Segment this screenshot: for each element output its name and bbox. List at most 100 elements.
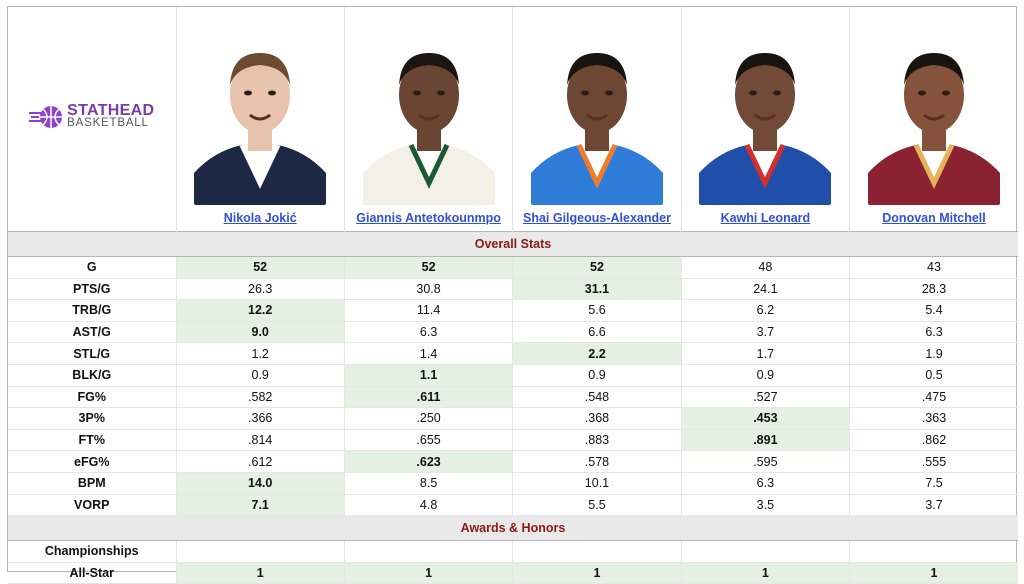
stat-value — [512, 540, 682, 563]
stat-value: .527 — [681, 386, 851, 409]
player-headshot-icon — [362, 33, 495, 205]
logo-line1: STATHEAD — [67, 101, 155, 119]
player-photo[interactable] — [194, 33, 327, 205]
stat-value: .814 — [176, 429, 345, 452]
stat-value: .368 — [512, 407, 682, 430]
player-header-cell: Kawhi Leonard — [681, 7, 851, 232]
stat-value: 11.4 — [344, 299, 514, 322]
stat-value: .555 — [849, 450, 1018, 473]
stat-value: 3.7 — [681, 321, 851, 344]
stat-value: 6.3 — [344, 321, 514, 344]
stat-label: G — [8, 256, 177, 279]
stat-label: eFG% — [8, 450, 177, 473]
stat-value: 8.5 — [344, 472, 514, 495]
player-name-link[interactable]: Donovan Mitchell — [882, 211, 986, 225]
stat-value: .582 — [176, 386, 345, 409]
stat-value — [849, 540, 1018, 563]
stat-value: .578 — [512, 450, 682, 473]
stat-row-vorp: VORP 7.1 4.8 5.5 3.5 3.7 — [8, 494, 1018, 517]
stat-value: 12.2 — [176, 299, 345, 322]
stat-row-blk-g: BLK/G 0.9 1.1 0.9 0.9 0.5 — [8, 364, 1018, 387]
player-name-link[interactable]: Shai Gilgeous-Alexander — [522, 211, 671, 225]
stat-value: 1.4 — [344, 342, 514, 365]
stat-value: .623 — [344, 450, 514, 473]
stat-value: 0.9 — [512, 364, 682, 387]
stat-label: STL/G — [8, 342, 177, 365]
stat-value: 6.3 — [849, 321, 1018, 344]
section-title-awards: Awards & Honors — [8, 515, 1018, 542]
stat-row-3p: 3P% .366.250.368.453.363 — [8, 407, 1018, 430]
stat-value: .548 — [512, 386, 682, 409]
stat-value: .862 — [849, 429, 1018, 452]
stat-value: .453 — [681, 407, 851, 430]
stat-value: 6.3 — [681, 472, 851, 495]
stat-value: 1.2 — [176, 342, 345, 365]
stat-value: 0.5 — [849, 364, 1018, 387]
stat-value: 30.8 — [344, 278, 514, 301]
stat-value: 52 — [344, 256, 514, 279]
stat-value: 1 — [849, 562, 1018, 584]
stat-value: .363 — [849, 407, 1018, 430]
stat-row-ft: FT% .814.655.883.891.862 — [8, 429, 1018, 452]
stat-label: FT% — [8, 429, 177, 452]
stat-value: 6.6 — [512, 321, 682, 344]
basketball-logo-icon — [29, 105, 63, 128]
stat-value — [176, 540, 345, 563]
stat-value: 31.1 — [512, 278, 682, 301]
stat-value: 5.5 — [512, 494, 682, 517]
player-header-cell: Giannis Antetokounmpo — [344, 7, 514, 232]
stat-value: 0.9 — [176, 364, 345, 387]
player-photo[interactable] — [699, 33, 832, 205]
player-header-row: STATHEAD BASKETBALL Nikola Jokić Giannis … — [8, 7, 1018, 232]
stat-value: .250 — [344, 407, 514, 430]
stat-value: 52 — [176, 256, 345, 279]
stat-label: VORP — [8, 494, 177, 517]
stat-value: 0.9 — [681, 364, 851, 387]
stathead-logo[interactable]: STATHEAD BASKETBALL — [29, 101, 155, 130]
stat-row-stl-g: STL/G 1.2 1.4 2.2 1.7 1.9 — [8, 342, 1018, 365]
stat-label: BLK/G — [8, 364, 177, 387]
stat-value: 26.3 — [176, 278, 345, 301]
stat-label: Championships — [8, 540, 177, 563]
player-photo[interactable] — [530, 33, 663, 205]
player-photo[interactable] — [868, 33, 1000, 205]
stat-value: 1 — [681, 562, 851, 584]
player-photo[interactable] — [362, 33, 495, 205]
stat-value: 52 — [512, 256, 682, 279]
logo-line2: BASKETBALL — [67, 116, 149, 129]
player-headshot-icon — [699, 33, 832, 205]
player-name-link[interactable]: Giannis Antetokounmpo — [356, 211, 501, 225]
player-comparison-table: STATHEAD BASKETBALL Nikola Jokić Giannis … — [8, 7, 1018, 584]
player-name-link[interactable]: Kawhi Leonard — [720, 211, 811, 225]
player-name-link[interactable]: Nikola Jokić — [223, 211, 297, 225]
stat-label: FG% — [8, 386, 177, 409]
stat-value: 24.1 — [681, 278, 851, 301]
stat-value: 6.2 — [681, 299, 851, 322]
stat-row-fg: FG% .582.611.548.527.475 — [8, 386, 1018, 409]
section-header-awards: Awards & Honors — [8, 515, 1018, 542]
stat-value: .891 — [681, 429, 851, 452]
stat-value: 1.1 — [344, 364, 514, 387]
stat-value: 7.5 — [849, 472, 1018, 495]
stat-value: .611 — [344, 386, 514, 409]
player-headshot-icon — [530, 33, 663, 205]
stat-row-trb-g: TRB/G 12.2 11.4 5.6 6.2 5.4 — [8, 299, 1018, 322]
stat-row-ast-g: AST/G 9.0 6.3 6.6 3.7 6.3 — [8, 321, 1018, 344]
stat-value: .475 — [849, 386, 1018, 409]
stat-value: 3.5 — [681, 494, 851, 517]
stat-value: 2.2 — [512, 342, 682, 365]
brand-cell: STATHEAD BASKETBALL — [8, 7, 177, 232]
stat-value: 14.0 — [176, 472, 345, 495]
stat-value: .612 — [176, 450, 345, 473]
stat-value: 1 — [344, 562, 514, 584]
stat-value: 5.6 — [512, 299, 682, 322]
stat-value: 3.7 — [849, 494, 1018, 517]
stat-row-efg: eFG% .612.623.578.595.555 — [8, 450, 1018, 473]
stat-value: 1.7 — [681, 342, 851, 365]
stat-value — [681, 540, 851, 563]
award-row-all-star: All-Star 1 1 1 1 1 — [8, 562, 1018, 584]
stat-value: .366 — [176, 407, 345, 430]
player-header-cell: Donovan Mitchell — [850, 7, 1018, 232]
player-headshot-icon — [868, 33, 1000, 205]
stat-value: .655 — [344, 429, 514, 452]
